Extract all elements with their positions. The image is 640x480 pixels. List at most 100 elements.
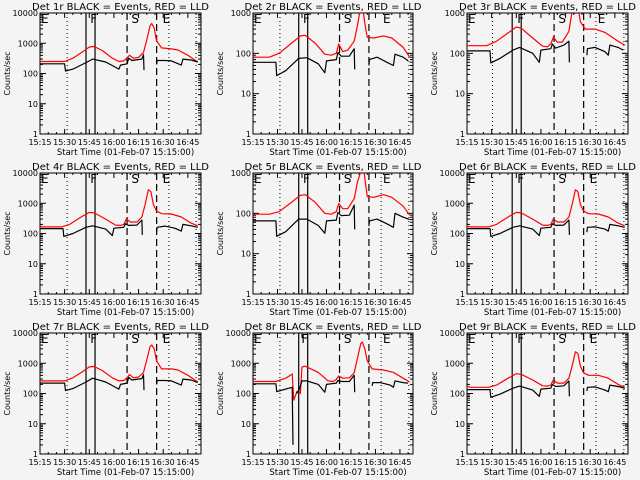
x-tick-label: 15:30 <box>480 138 503 147</box>
x-tick-label: 15:30 <box>266 298 289 307</box>
x-tick-label: 15:30 <box>480 298 503 307</box>
x-tick-label: 16:15 <box>554 458 577 467</box>
x-tick-label: 15:15 <box>455 458 478 467</box>
marker-lines <box>491 333 625 454</box>
y-axis-label: Counts/sec <box>430 51 439 95</box>
x-tick-label: 16:45 <box>388 458 411 467</box>
x-tick-label: 16:45 <box>176 138 199 147</box>
x-tick-label: 16:15 <box>339 298 362 307</box>
plot-frame <box>39 172 202 295</box>
y-tick-label: 1 <box>246 130 251 139</box>
y-tick-label: 100 <box>236 390 251 399</box>
lld-series-line <box>253 13 411 58</box>
y-tick-label: 10 <box>241 250 251 259</box>
chart-panel-9: Det 9r BLACK = Events, RED = LLD 1 10 100 10… <box>430 322 636 478</box>
x-tick-label: 15:45 <box>290 138 313 147</box>
plot-frame <box>466 12 629 135</box>
chart-title: Det 8r BLACK = Events, RED = LLD <box>245 322 422 333</box>
x-tick-label: 16:15 <box>339 458 362 467</box>
y-tick-label: 10 <box>455 420 465 429</box>
x-tick-label: 16:45 <box>388 298 411 307</box>
series-group <box>467 189 625 237</box>
y-axis-label: Counts/sec <box>216 211 225 255</box>
events-series-line <box>586 384 625 393</box>
x-tick-label: 15:30 <box>266 458 289 467</box>
phase-label: S <box>558 12 566 26</box>
y-tick-label: 1 <box>246 450 251 459</box>
events-series-line <box>253 48 356 77</box>
x-tick-label: 16:15 <box>339 138 362 147</box>
x-tick-label: 16:30 <box>579 458 602 467</box>
x-tick-label: 15:30 <box>53 458 76 467</box>
events-series-line <box>371 380 409 388</box>
y-tick-label: 1 <box>33 450 38 459</box>
phase-label: E <box>254 12 262 26</box>
y-tick-label: 10 <box>28 100 38 109</box>
y-tick-label: 100 <box>450 390 465 399</box>
chart-panel-2: Det 2r BLACK = Events, RED = LLD 1 10 100 10… <box>216 2 422 158</box>
x-tick-label: 15:45 <box>78 458 101 467</box>
x-tick-label: 16:30 <box>152 298 175 307</box>
phase-label: E <box>383 172 391 186</box>
events-series-line <box>156 223 198 233</box>
x-tick-label: 16:30 <box>152 458 175 467</box>
phase-label: F <box>303 172 310 186</box>
events-series-line <box>467 40 570 64</box>
chart-panel-7: Det 7r BLACK = Events, RED = LLD 1 10 100 10… <box>3 322 209 478</box>
y-tick-label: 100 <box>23 390 38 399</box>
y-tick-label: 1000 <box>231 169 251 178</box>
series-group <box>467 351 625 398</box>
x-axis-label: Start Time (01-Feb-07 15:15:00) <box>269 148 406 158</box>
y-tick-label: 1000 <box>231 9 251 18</box>
lld-series-line <box>467 189 625 228</box>
phase-label: S <box>344 12 352 26</box>
phase-label: S <box>131 12 139 26</box>
y-tick-label: 1 <box>460 290 465 299</box>
x-tick-label: 16:15 <box>127 138 150 147</box>
phase-label: F <box>517 172 524 186</box>
chart-title: Det 5r BLACK = Events, RED = LLD <box>245 162 422 173</box>
y-tick-label: 10 <box>241 90 251 99</box>
chart-panel-6: Det 6r BLACK = Events, RED = LLD 1 10 100 10… <box>430 162 636 318</box>
x-tick-label: 15:45 <box>505 138 528 147</box>
y-axis-label: Counts/sec <box>3 371 12 415</box>
chart-title: Det 6r BLACK = Events, RED = LLD <box>459 162 636 173</box>
y-tick-label: 10 <box>241 420 251 429</box>
marker-lines <box>66 333 197 454</box>
x-tick-label: 15:15 <box>28 138 51 147</box>
x-tick-label: 15:45 <box>290 298 313 307</box>
events-series-line <box>295 374 356 394</box>
phase-label: S <box>344 172 352 186</box>
events-series-line <box>586 223 625 233</box>
x-axis-label: Start Time (01-Feb-07 15:15:00) <box>57 468 194 478</box>
x-tick-label: 15:45 <box>505 458 528 467</box>
y-tick-label: 1 <box>460 450 465 459</box>
y-tick-label: 1000 <box>18 199 38 208</box>
marker-lines <box>279 13 410 134</box>
y-axis-label: Counts/sec <box>3 51 12 95</box>
y-tick-label: 1 <box>460 130 465 139</box>
phase-label: E <box>383 12 391 26</box>
phase-label: S <box>344 332 352 346</box>
x-tick-label: 15:30 <box>53 298 76 307</box>
y-axis-label: Counts/sec <box>3 211 12 255</box>
x-tick-label: 15:45 <box>78 298 101 307</box>
x-tick-label: 15:15 <box>455 298 478 307</box>
y-tick-label: 1 <box>246 290 251 299</box>
lld-series-line <box>253 341 411 401</box>
phase-label: E <box>41 172 49 186</box>
x-tick-label: 16:30 <box>579 138 602 147</box>
y-tick-label: 100 <box>450 49 465 58</box>
chart-title: Det 1r BLACK = Events, RED = LLD <box>32 2 209 13</box>
lld-series-line <box>40 22 199 63</box>
x-tick-label: 15:15 <box>455 138 478 147</box>
chart-panel-3: Det 3r BLACK = Events, RED = LLD 1 10 100 10… <box>430 2 636 158</box>
phase-label: E <box>163 332 171 346</box>
phase-label: E <box>468 332 476 346</box>
series-group <box>467 13 626 64</box>
y-tick-label: 1000 <box>445 9 465 18</box>
events-series-line <box>40 219 143 237</box>
chart-panel-1: Det 1r BLACK = Events, RED = LLD 1 10 100 10… <box>3 2 209 158</box>
x-tick-label: 16:00 <box>529 298 552 307</box>
